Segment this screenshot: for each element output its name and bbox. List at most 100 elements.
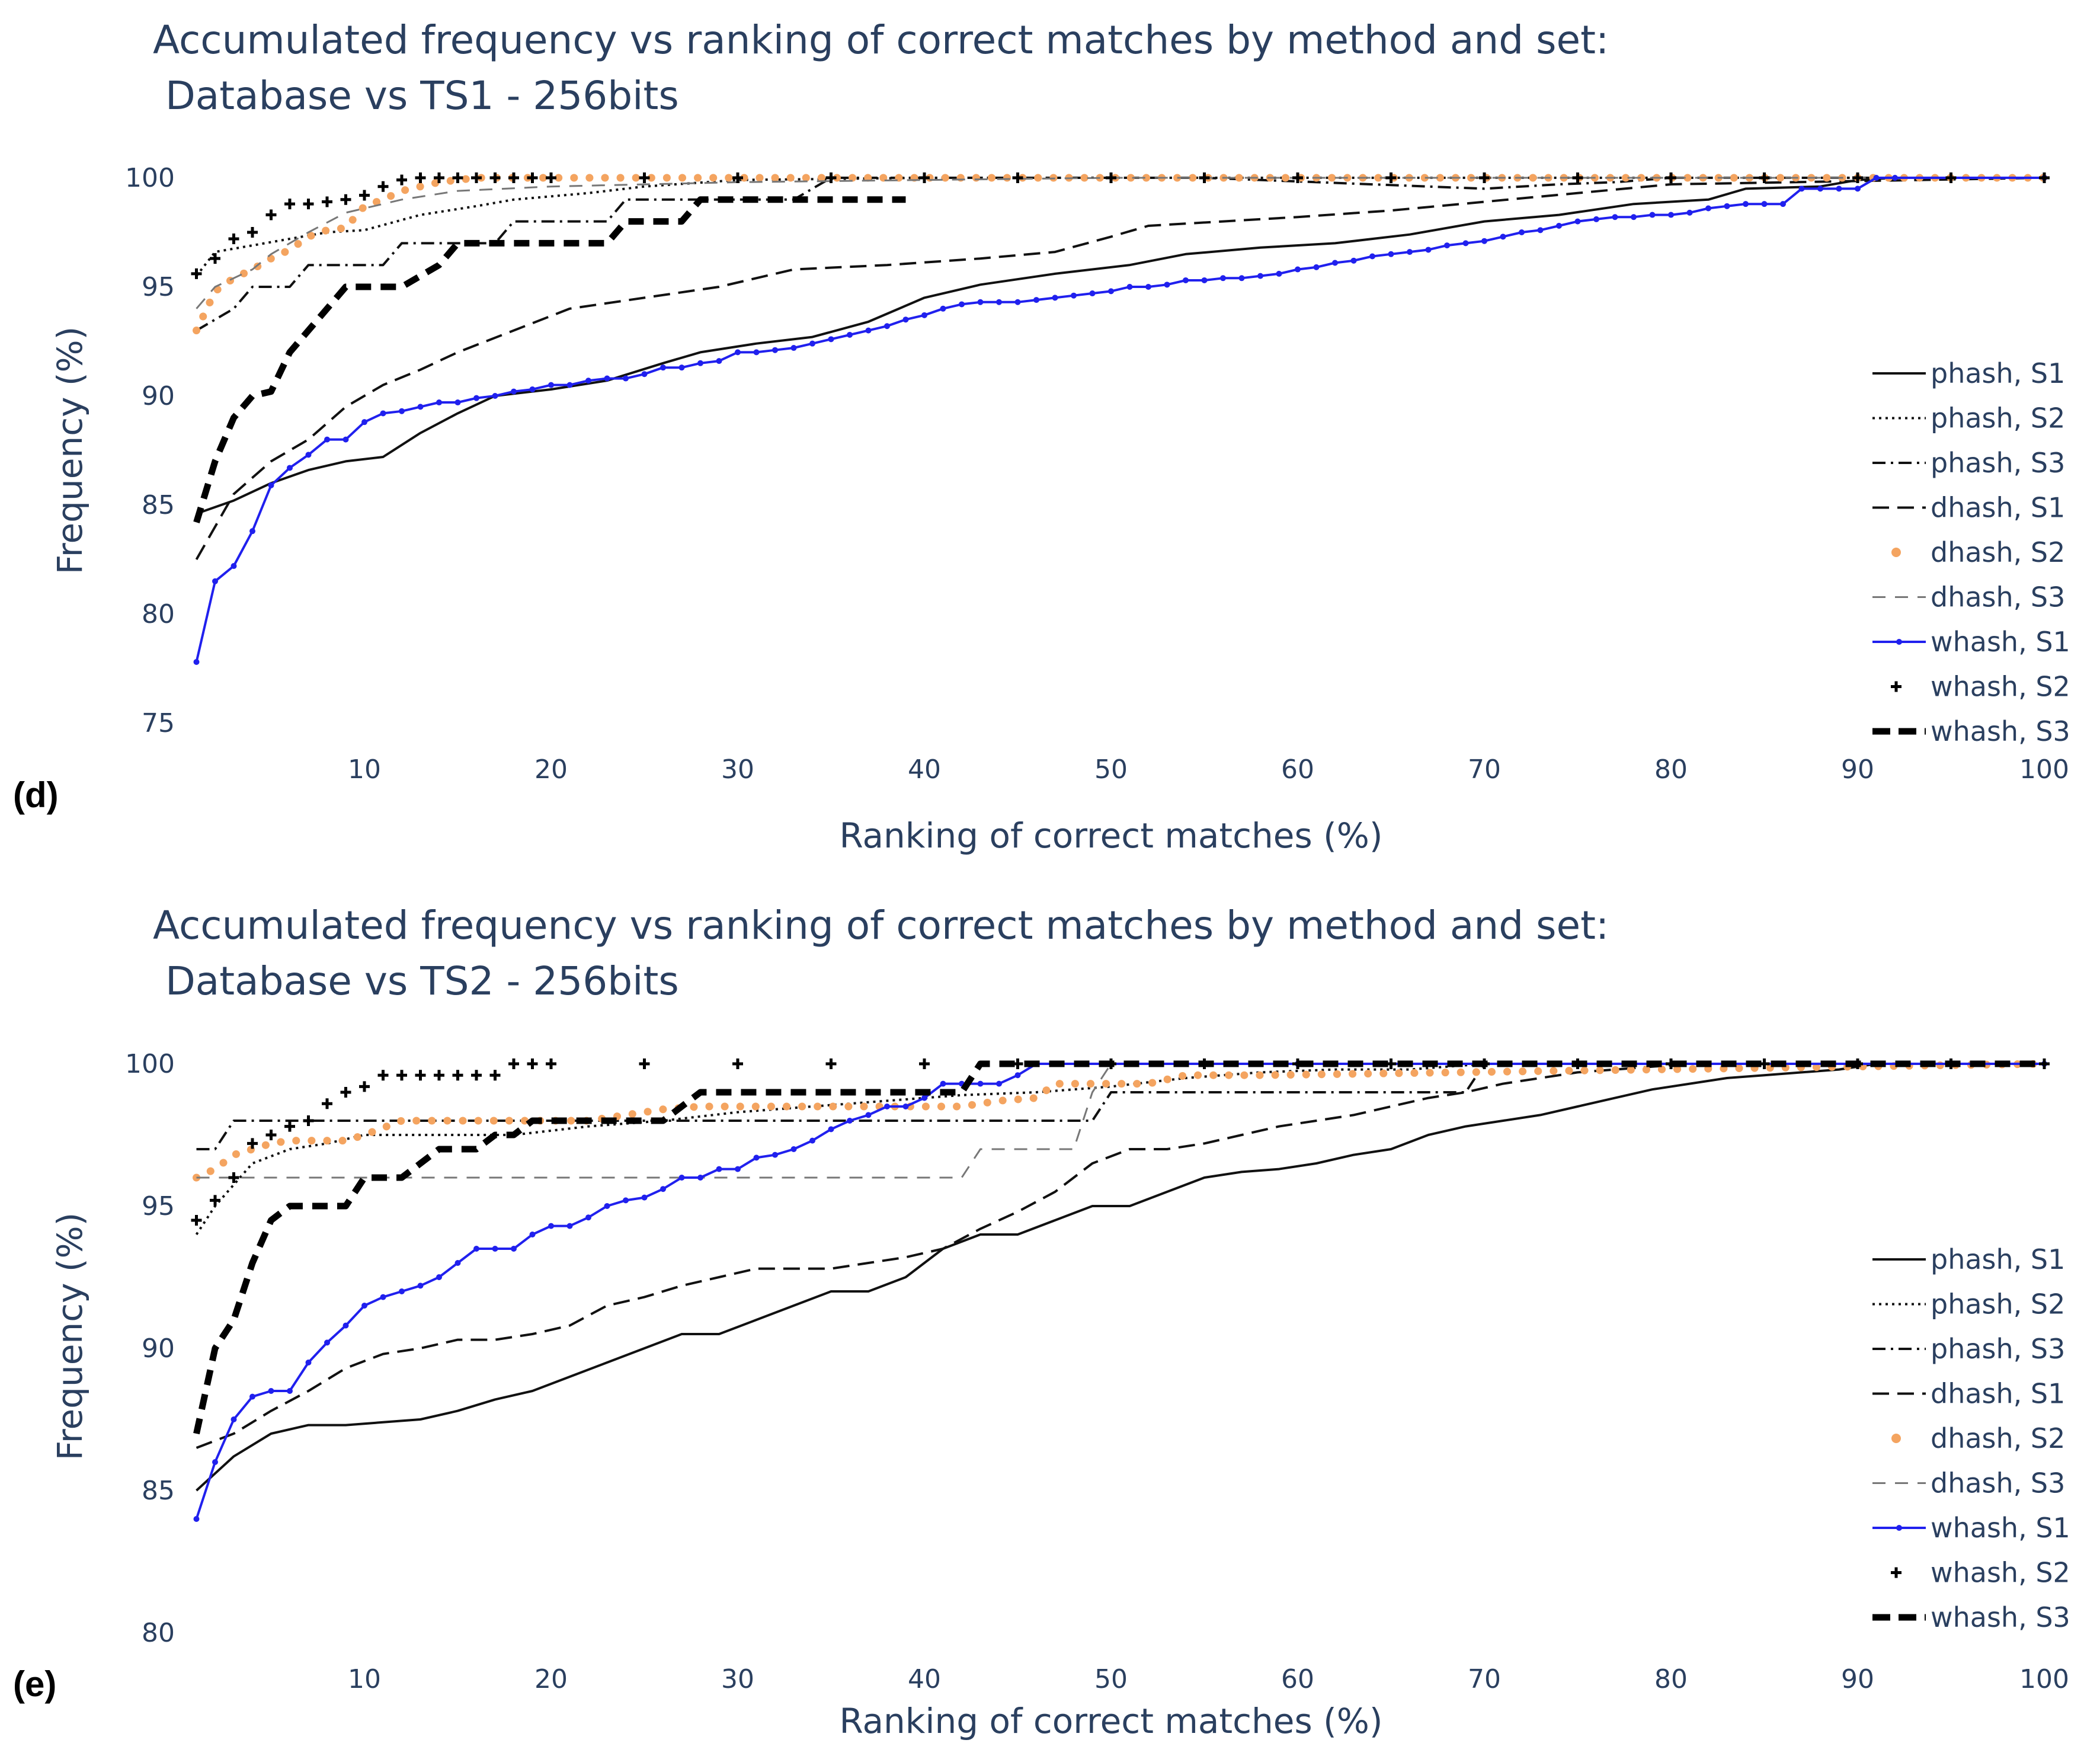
data-point — [452, 172, 463, 183]
legend-item: whash, S2 — [1891, 1557, 2070, 1589]
series-dhash-s1 — [195, 177, 2045, 560]
data-point — [1238, 275, 1245, 282]
data-point — [1631, 214, 1637, 220]
data-point — [231, 563, 237, 570]
legend-label: phash, S2 — [1931, 402, 2065, 434]
legend-marker — [1896, 639, 1902, 645]
data-point — [471, 1070, 482, 1081]
data-point — [1817, 186, 1823, 192]
data-point — [753, 349, 760, 356]
data-point — [359, 1081, 370, 1092]
data-point — [1126, 284, 1133, 290]
x-tick-label: 40 — [908, 1664, 941, 1694]
x-tick-label: 90 — [1841, 754, 1874, 785]
data-point — [508, 172, 519, 183]
data-point — [436, 1274, 442, 1280]
data-point — [1295, 266, 1301, 273]
x-tick-label: 20 — [534, 754, 568, 785]
series-line — [195, 1063, 2044, 1520]
data-point — [247, 1138, 258, 1149]
data-point — [902, 316, 909, 323]
series-line — [193, 1060, 2044, 1435]
data-point — [396, 174, 407, 186]
data-point — [959, 301, 965, 308]
series-line — [193, 196, 906, 524]
data-point — [828, 1126, 834, 1133]
y-tick-label: 90 — [142, 381, 175, 411]
legend-label: dhash, S3 — [1931, 581, 2065, 613]
chart-panel-e: Accumulated frequency vs ranking of corr… — [13, 903, 2070, 1741]
data-point — [342, 1322, 349, 1329]
data-point — [527, 1058, 538, 1069]
series-line — [195, 1063, 2044, 1236]
data-point — [527, 172, 538, 183]
data-point — [265, 1130, 277, 1140]
x-tick-label: 30 — [721, 754, 754, 785]
data-point — [359, 190, 370, 201]
legend-item: dhash, S1 — [1872, 1378, 2065, 1410]
y-axis-label: Frequency (%) — [50, 1213, 90, 1460]
series-whash-s3 — [193, 196, 906, 524]
x-axis-label: Ranking of correct matches (%) — [839, 1701, 1382, 1741]
data-point — [977, 1080, 984, 1087]
legend-label: whash, S1 — [1931, 1512, 2070, 1544]
data-point — [585, 1214, 591, 1221]
data-point — [247, 227, 258, 238]
data-point — [1183, 277, 1189, 283]
data-point — [641, 1194, 648, 1201]
series-phash-s3 — [196, 177, 2044, 332]
panel-label: (d) — [13, 775, 59, 815]
data-point — [340, 1087, 351, 1098]
data-point — [396, 1070, 407, 1081]
x-tick-label: 50 — [1094, 1664, 1128, 1694]
data-point — [2039, 1058, 2050, 1069]
data-point — [1292, 172, 1303, 183]
data-point — [1220, 275, 1226, 282]
data-point — [249, 1393, 255, 1400]
data-point — [585, 378, 591, 384]
data-point — [1481, 238, 1487, 244]
data-point — [377, 1070, 389, 1081]
data-point — [623, 1197, 629, 1204]
data-point — [342, 436, 349, 443]
data-point — [1332, 260, 1338, 266]
legend-label: dhash, S1 — [1931, 1378, 2065, 1410]
legend-item: whash, S2 — [1891, 671, 2070, 703]
data-point — [546, 172, 556, 183]
data-point — [1462, 240, 1469, 247]
legend-label: whash, S2 — [1931, 671, 2070, 703]
data-point — [399, 1288, 405, 1294]
legend-swatch — [1891, 1434, 1901, 1443]
legend-item: dhash, S1 — [1872, 492, 2065, 524]
data-point — [228, 1172, 239, 1183]
data-point — [1798, 186, 1805, 192]
data-point — [415, 172, 426, 183]
data-point — [996, 299, 1002, 305]
data-point — [735, 1166, 741, 1172]
data-point — [940, 1080, 946, 1087]
data-point — [492, 393, 498, 399]
y-tick-label: 95 — [142, 272, 175, 302]
data-point — [1350, 257, 1357, 264]
data-point — [735, 349, 741, 356]
data-point — [287, 465, 293, 471]
data-point — [697, 1175, 703, 1181]
data-point — [1089, 290, 1096, 297]
data-point — [1276, 270, 1282, 277]
data-point — [809, 340, 815, 347]
data-point — [732, 1058, 743, 1069]
data-point — [1313, 264, 1320, 270]
data-point — [977, 299, 984, 305]
data-point — [305, 1360, 312, 1365]
data-point — [919, 1058, 930, 1069]
data-point — [940, 305, 946, 312]
legend-label: whash, S3 — [1931, 715, 2070, 747]
data-point — [1945, 172, 1957, 183]
data-point — [1574, 218, 1581, 225]
data-point — [471, 172, 482, 183]
data-point — [660, 1186, 666, 1192]
data-point — [380, 410, 386, 417]
data-point — [566, 1223, 573, 1229]
legend-label: phash, S3 — [1931, 447, 2065, 479]
